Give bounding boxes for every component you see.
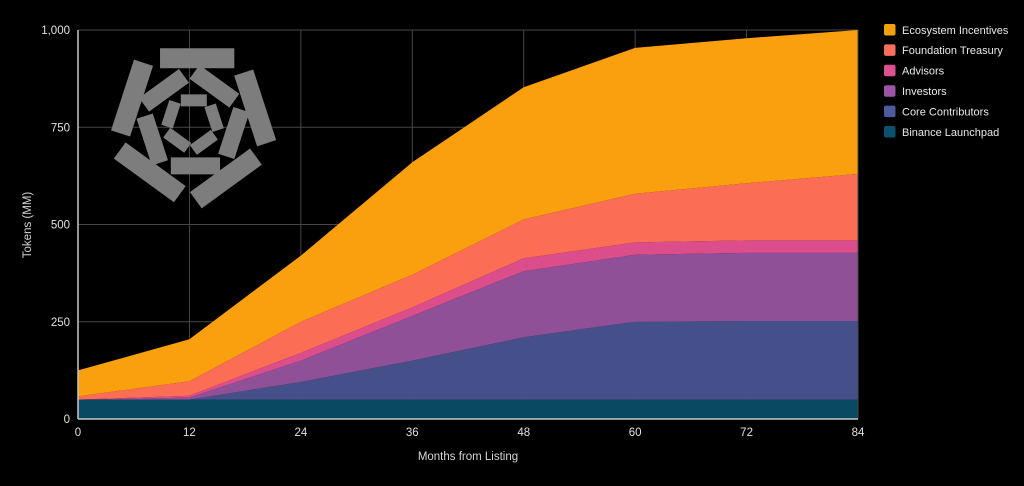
logo-segment: [161, 100, 181, 129]
logo-segment: [189, 148, 262, 209]
legend-label: Advisors: [902, 66, 945, 78]
logo-segment: [204, 103, 224, 132]
y-tick-labels: 0 250 500 750 1,000: [41, 25, 70, 426]
x-tick-labels: 0 12 24 36 48 60 72 84: [75, 427, 865, 439]
x-tick-label: 24: [294, 427, 307, 439]
y-axis-title: Tokens (MM): [22, 192, 34, 259]
x-tick-label: 60: [629, 427, 642, 439]
stacked-areas: [78, 30, 858, 419]
pentagon-spiral-logo: [111, 48, 277, 209]
logo-segment: [218, 106, 250, 160]
legend-swatch: [884, 24, 896, 36]
y-tick-label: 500: [51, 220, 70, 232]
logo-segment: [163, 127, 192, 153]
x-tick-label: 72: [740, 427, 753, 439]
x-tick-label: 48: [517, 427, 530, 439]
logo-segment: [189, 129, 218, 155]
area-foundation-treasury: [78, 173, 858, 400]
legend-label: Investors: [902, 86, 947, 98]
legend-item-binance-launchpad[interactable]: Binance Launchpad: [884, 126, 999, 139]
x-tick-label: 84: [852, 427, 865, 439]
legend-item-core-contributors[interactable]: Core Contributors: [884, 105, 989, 119]
legend-swatch: [884, 126, 896, 138]
logo-segment: [234, 69, 277, 147]
legend-item-foundation-treasury[interactable]: Foundation Treasury: [884, 44, 1003, 57]
area-binance-launchpad: [78, 399, 858, 419]
logo-segment: [139, 68, 189, 112]
legend-label: Binance Launchpad: [902, 127, 999, 139]
legend-swatch: [884, 44, 896, 56]
legend-item-ecosystem-incentives[interactable]: Ecosystem Incentives: [884, 24, 1009, 37]
legend-item-investors[interactable]: Investors: [884, 85, 947, 98]
legend-label: Ecosystem Incentives: [902, 25, 1009, 37]
legend-item-advisors[interactable]: Advisors: [884, 64, 945, 78]
y-tick-label: 250: [51, 317, 70, 329]
x-tick-label: 12: [183, 427, 196, 439]
logo-segment: [189, 64, 240, 108]
area-core-contributors: [78, 321, 858, 400]
x-tick-label: 36: [406, 427, 419, 439]
area-investors: [78, 252, 858, 400]
logo-segment: [113, 142, 186, 203]
logo-segment: [111, 59, 154, 137]
legend-swatch: [884, 85, 896, 97]
legend-label: Core Contributors: [902, 106, 989, 118]
legend-label: Foundation Treasury: [902, 45, 1003, 57]
y-tick-label: 1,000: [41, 25, 70, 37]
legend-swatch: [884, 105, 896, 118]
x-tick-label: 0: [75, 427, 81, 439]
x-axis-title: Months from Listing: [418, 451, 518, 463]
logo-segment: [136, 113, 168, 166]
area-ecosystem-incentives: [78, 30, 858, 397]
y-tick-label: 750: [51, 122, 70, 134]
y-tick-label: 0: [64, 414, 70, 426]
legend: Ecosystem Incentives Foundation Treasury A…: [884, 24, 1009, 139]
legend-swatch: [884, 64, 896, 77]
